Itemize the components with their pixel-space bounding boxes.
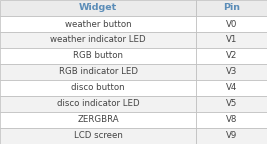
Text: disco indicator LED: disco indicator LED bbox=[57, 100, 139, 108]
Bar bbox=[0, 112, 196, 128]
Text: Pin: Pin bbox=[223, 3, 240, 13]
Bar bbox=[0, 0, 196, 16]
Text: weather button: weather button bbox=[65, 19, 131, 29]
Text: V0: V0 bbox=[226, 19, 237, 29]
Bar bbox=[0, 16, 196, 32]
Text: V2: V2 bbox=[226, 52, 237, 60]
Bar bbox=[196, 0, 267, 16]
Text: V9: V9 bbox=[226, 131, 237, 141]
Bar bbox=[0, 96, 196, 112]
Bar bbox=[196, 112, 267, 128]
Bar bbox=[196, 80, 267, 96]
Text: V1: V1 bbox=[226, 36, 237, 44]
Text: V8: V8 bbox=[226, 115, 237, 125]
Text: V4: V4 bbox=[226, 84, 237, 92]
Bar bbox=[196, 48, 267, 64]
Bar bbox=[0, 80, 196, 96]
Bar bbox=[196, 128, 267, 144]
Bar bbox=[196, 64, 267, 80]
Bar bbox=[196, 32, 267, 48]
Text: V3: V3 bbox=[226, 68, 237, 76]
Text: disco button: disco button bbox=[71, 84, 125, 92]
Text: weather indicator LED: weather indicator LED bbox=[50, 36, 146, 44]
Bar bbox=[0, 128, 196, 144]
Text: RGB button: RGB button bbox=[73, 52, 123, 60]
Bar bbox=[0, 48, 196, 64]
Text: RGB indicator LED: RGB indicator LED bbox=[59, 68, 138, 76]
Bar bbox=[196, 16, 267, 32]
Bar bbox=[0, 32, 196, 48]
Bar bbox=[196, 96, 267, 112]
Text: Widget: Widget bbox=[79, 3, 117, 13]
Bar bbox=[0, 64, 196, 80]
Text: LCD screen: LCD screen bbox=[74, 131, 123, 141]
Text: ZERGBRA: ZERGBRA bbox=[77, 115, 119, 125]
Text: V5: V5 bbox=[226, 100, 237, 108]
